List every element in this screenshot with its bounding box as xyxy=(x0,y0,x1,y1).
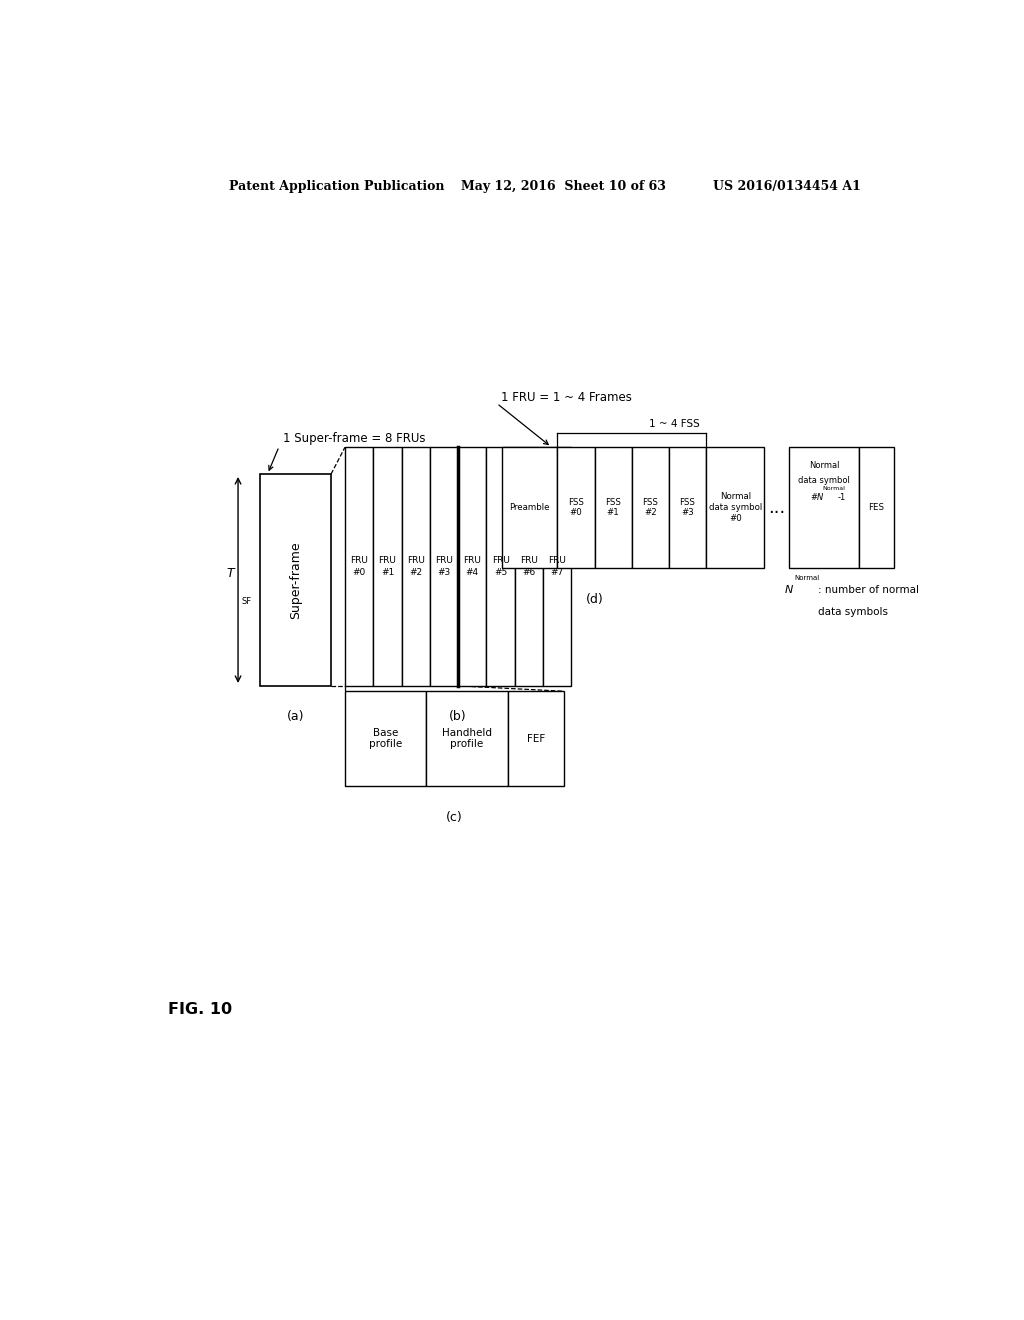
Text: FIG. 10: FIG. 10 xyxy=(168,1002,232,1016)
Text: FRU
#4: FRU #4 xyxy=(463,557,481,577)
Bar xyxy=(486,447,515,686)
Text: FRU
#5: FRU #5 xyxy=(492,557,510,577)
Bar xyxy=(669,447,707,568)
Text: Handheld
profile: Handheld profile xyxy=(442,727,493,750)
Text: data symbols: data symbols xyxy=(818,607,888,616)
Text: #N: #N xyxy=(810,494,823,503)
Bar xyxy=(515,447,543,686)
Text: FSS
#3: FSS #3 xyxy=(680,498,695,517)
Bar xyxy=(374,447,401,686)
Text: FSS
#0: FSS #0 xyxy=(568,498,584,517)
Text: T: T xyxy=(226,568,234,581)
Text: : number of normal: : number of normal xyxy=(818,585,919,595)
Text: FSS
#1: FSS #1 xyxy=(605,498,622,517)
Text: ...: ... xyxy=(768,499,785,516)
Text: FRU
#6: FRU #6 xyxy=(520,557,538,577)
Text: 1 Super-frame = 8 FRUs: 1 Super-frame = 8 FRUs xyxy=(283,432,426,445)
Bar xyxy=(557,447,595,568)
Bar xyxy=(707,447,764,568)
Text: FRU
#2: FRU #2 xyxy=(407,557,425,577)
Text: (b): (b) xyxy=(450,710,467,723)
Text: (c): (c) xyxy=(445,810,463,824)
Bar xyxy=(859,447,894,568)
Text: May 12, 2016  Sheet 10 of 63: May 12, 2016 Sheet 10 of 63 xyxy=(461,180,667,193)
Text: Patent Application Publication: Patent Application Publication xyxy=(228,180,444,193)
Text: SF: SF xyxy=(242,597,252,606)
Bar xyxy=(508,692,563,785)
Text: Normal
data symbol
#0: Normal data symbol #0 xyxy=(709,492,762,523)
Text: FES: FES xyxy=(868,503,885,512)
Text: FRU
#0: FRU #0 xyxy=(350,557,368,577)
Bar xyxy=(458,447,486,686)
Text: data symbol: data symbol xyxy=(798,477,850,486)
Text: 1 FRU = 1 ~ 4 Frames: 1 FRU = 1 ~ 4 Frames xyxy=(501,391,632,404)
Bar xyxy=(430,447,458,686)
Bar xyxy=(790,447,859,568)
Text: N: N xyxy=(785,585,794,595)
Bar xyxy=(543,447,571,686)
Text: FRU
#7: FRU #7 xyxy=(548,557,566,577)
Text: FRU
#3: FRU #3 xyxy=(435,557,453,577)
Text: Preamble: Preamble xyxy=(509,503,550,512)
Text: FSS
#2: FSS #2 xyxy=(642,498,658,517)
Text: FRU
#1: FRU #1 xyxy=(379,557,396,577)
Bar xyxy=(345,692,426,785)
Bar xyxy=(632,447,669,568)
Text: Base
profile: Base profile xyxy=(369,727,402,750)
Text: -1: -1 xyxy=(838,494,846,503)
Bar xyxy=(595,447,632,568)
Text: US 2016/0134454 A1: US 2016/0134454 A1 xyxy=(713,180,861,193)
Bar xyxy=(426,692,508,785)
Bar xyxy=(345,447,374,686)
Text: FEF: FEF xyxy=(526,734,545,743)
Bar xyxy=(260,474,331,686)
Text: (d): (d) xyxy=(586,593,603,606)
Text: 1 ~ 4 FSS: 1 ~ 4 FSS xyxy=(649,418,699,429)
Text: Normal: Normal xyxy=(795,576,819,581)
Bar xyxy=(401,447,430,686)
Text: Super-frame: Super-frame xyxy=(289,541,302,619)
Text: (a): (a) xyxy=(287,710,304,723)
Text: Normal: Normal xyxy=(822,486,845,491)
Bar xyxy=(502,447,557,568)
Text: Normal: Normal xyxy=(809,461,840,470)
